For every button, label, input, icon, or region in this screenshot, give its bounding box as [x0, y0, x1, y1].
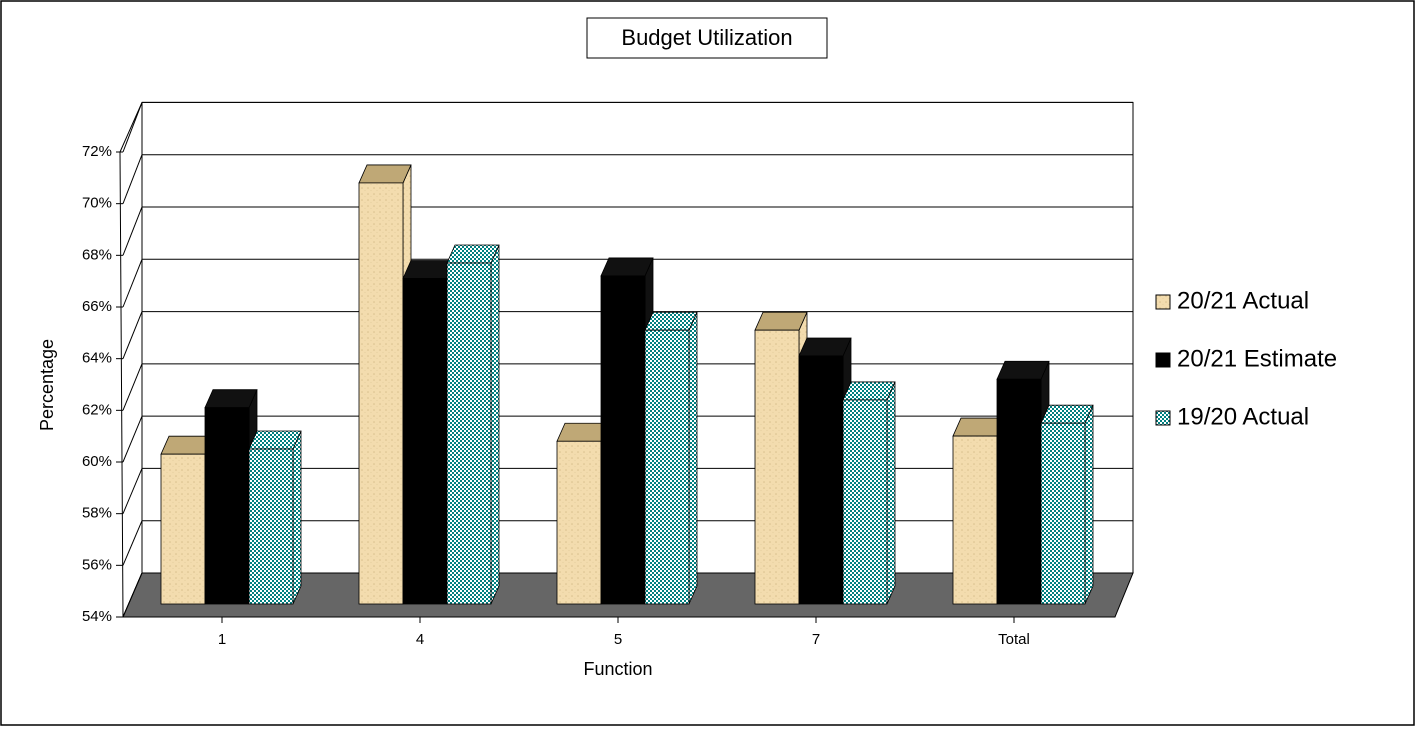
bar-side	[1084, 405, 1094, 605]
bar	[754, 329, 800, 605]
bar	[358, 182, 404, 605]
side-grid-line	[122, 259, 143, 308]
chart-title: Budget Utilization	[621, 25, 792, 50]
x-tick-label: Total	[998, 631, 1030, 648]
bar	[842, 399, 888, 605]
x-tick-label: 1	[218, 631, 226, 648]
bar	[600, 275, 646, 605]
side-grid-line	[122, 154, 143, 204]
legend-label: 20/21 Actual	[1177, 287, 1309, 314]
legend-swatch	[1155, 352, 1171, 368]
bar-top	[798, 337, 852, 357]
y-tick-label: 66%	[82, 298, 112, 315]
bar-top	[600, 257, 654, 277]
bar	[446, 262, 492, 605]
legend-swatch	[1155, 410, 1171, 426]
y-tick-label: 58%	[82, 505, 112, 522]
bar	[1040, 422, 1086, 605]
side-grid-line	[122, 363, 143, 411]
y-tick-label: 60%	[82, 453, 112, 470]
bar-side	[688, 312, 698, 605]
y-tick-label: 62%	[82, 401, 112, 418]
bar	[556, 440, 602, 605]
bar	[644, 329, 690, 605]
y-tick-label: 68%	[82, 246, 112, 263]
x-tick-label: 5	[614, 631, 622, 648]
y-tick-label: 54%	[82, 608, 112, 625]
side-wall	[119, 102, 143, 618]
bar	[952, 435, 998, 605]
side-grid-line	[122, 311, 143, 359]
title-box	[586, 17, 828, 59]
bar-side	[292, 430, 302, 605]
bar	[160, 453, 206, 605]
legend-label: 20/21 Estimate	[1177, 345, 1337, 372]
side-grid-line	[122, 206, 143, 256]
x-tick-label: 4	[416, 631, 424, 648]
bar-top	[1040, 404, 1094, 424]
legend-label: 19/20 Actual	[1177, 403, 1309, 430]
legend-swatch	[1155, 294, 1171, 310]
x-tick-label: 7	[812, 631, 820, 648]
bar-top	[842, 381, 896, 401]
y-tick-label: 56%	[82, 556, 112, 573]
bar	[204, 407, 250, 605]
bar-top	[644, 311, 698, 331]
bar	[402, 278, 448, 605]
side-grid-line	[122, 572, 143, 618]
bar-top	[446, 244, 500, 264]
bar-top	[996, 360, 1050, 380]
side-grid-line	[122, 102, 143, 153]
y-tick-label: 64%	[82, 350, 112, 367]
bar-top	[754, 311, 808, 331]
bar-side	[490, 244, 500, 605]
bar-top	[204, 389, 258, 409]
bar-top	[358, 164, 412, 184]
y-tick-label: 70%	[82, 195, 112, 212]
x-axis-label: Function	[583, 659, 652, 679]
bar-top	[248, 430, 302, 450]
side-grid-line	[122, 468, 143, 514]
bar	[996, 378, 1042, 605]
side-grid-line	[122, 520, 143, 566]
y-axis-label: Percentage	[37, 339, 57, 431]
bar	[248, 448, 294, 605]
side-grid-line	[122, 415, 143, 463]
y-tick-label: 72%	[82, 143, 112, 160]
bar	[798, 355, 844, 605]
bar-side	[886, 381, 896, 605]
